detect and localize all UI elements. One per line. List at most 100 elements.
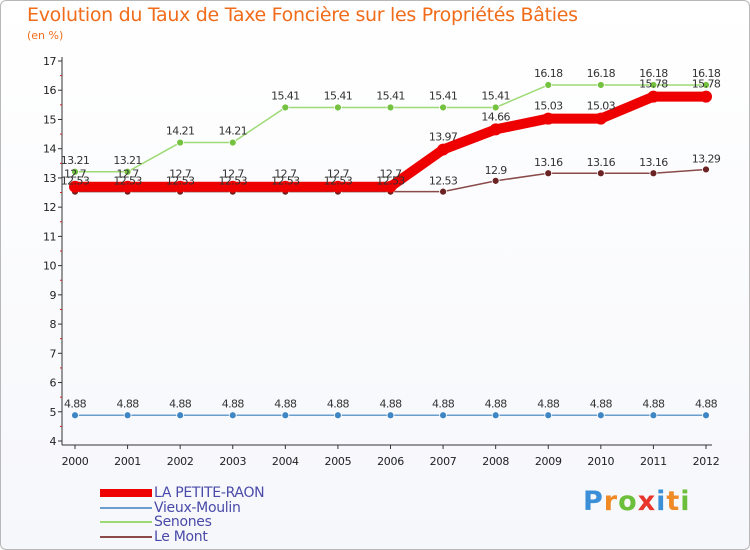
data-label-vieux-moulin: 4.88 [169,397,192,410]
series-point-le-mont [649,169,658,178]
logo-letter: o [618,486,638,517]
x-tick-label: 2007 [430,455,457,468]
series-point-la-petite-raon [489,123,502,136]
data-label-senones: 13.21 [113,154,142,167]
y-tick-label: 8 [50,318,57,331]
series-point-senones [281,103,290,112]
data-label-le-mont: 13.29 [692,152,721,165]
data-label-vieux-moulin: 4.88 [485,397,508,410]
data-label-le-mont: 12.53 [166,175,195,188]
data-label-le-mont: 12.53 [219,175,248,188]
data-label-la-petite-raon: 14.66 [481,110,510,123]
data-label-la-petite-raon: 15.78 [639,78,668,91]
series-point-la-petite-raon [279,180,292,193]
series-point-vieux-moulin [544,411,553,420]
x-tick-label: 2012 [693,455,720,468]
data-label-senones: 15.41 [481,89,510,102]
data-label-senones: 14.21 [219,125,248,138]
data-label-vieux-moulin: 4.88 [432,397,455,410]
legend-swatch [100,489,152,497]
series-point-senones [439,103,447,112]
series-point-senones [334,103,342,112]
series-point-vieux-moulin [176,411,185,420]
series-point-senones [71,167,79,176]
series-point-vieux-moulin [649,411,658,420]
series-point-senones [649,81,658,89]
data-label-senones: 13.21 [61,154,90,167]
series-point-senones [544,81,553,89]
x-tick-label: 2001 [114,455,141,468]
series-point-le-mont [544,169,553,178]
proxiti-logo: Proxiti [583,486,691,517]
data-label-le-mont: 12.53 [113,175,142,188]
series-point-le-mont [596,169,605,178]
series-point-le-mont [439,187,447,196]
legend-label: Senones [154,514,212,530]
series-point-la-petite-raon [700,90,712,103]
x-tick-label: 2004 [272,455,299,468]
data-label-vieux-moulin: 4.88 [117,397,140,410]
series-point-la-petite-raon [121,180,134,193]
series-point-senones [228,138,237,147]
series-point-vieux-moulin [702,411,710,420]
y-tick-label: 13 [43,172,56,185]
logo-letter: P [583,486,604,517]
data-label-le-mont: 13.16 [639,156,668,169]
series-point-la-petite-raon [69,180,81,193]
legend-swatch [100,506,152,509]
x-tick-label: 2000 [62,455,89,468]
y-tick-label: 17 [43,55,56,68]
series-point-senones [596,81,605,89]
data-label-senones: 15.41 [429,89,458,102]
series-point-la-petite-raon [331,180,344,193]
data-label-la-petite-raon: 12.7 [274,168,297,181]
x-tick-label: 2003 [219,455,246,468]
y-tick-label: 6 [50,377,57,390]
logo-letter: i [680,486,691,517]
series-point-la-petite-raon [384,180,397,193]
data-label-le-mont: 12.53 [271,175,300,188]
data-label-vieux-moulin: 4.88 [222,397,245,410]
chart-legend: LA PETITE-RAON Vieux-Moulin Senones Le Mont [100,485,300,545]
series-point-vieux-moulin [334,411,342,420]
series-point-vieux-moulin [386,411,395,420]
data-label-le-mont: 12.53 [61,175,90,188]
data-label-la-petite-raon: 13.97 [429,131,458,144]
legend-swatch [100,535,152,538]
legend-label: LA PETITE-RAON [154,485,265,501]
y-tick-label: 16 [43,84,56,97]
x-tick-label: 2011 [640,455,667,468]
series-point-senones [123,167,132,176]
series-point-le-mont [702,165,710,174]
data-label-senones: 16.18 [587,67,616,80]
data-label-vieux-moulin: 4.88 [695,397,718,410]
series-point-senones [702,81,710,89]
data-label-la-petite-raon: 12.7 [169,168,192,181]
data-label-la-petite-raon: 12.7 [222,168,245,181]
data-label-vieux-moulin: 4.88 [274,397,297,410]
data-label-senones: 14.21 [166,125,195,138]
data-label-vieux-moulin: 4.88 [590,397,613,410]
chart-title: Evolution du Taux de Taxe Foncière sur l… [27,4,578,26]
series-point-vieux-moulin [123,411,132,420]
y-tick-label: 9 [50,289,57,302]
data-label-senones: 15.41 [271,89,300,102]
series-point-vieux-moulin [596,411,605,420]
series-point-vieux-moulin [71,411,79,420]
data-label-la-petite-raon: 12.7 [64,168,87,181]
data-label-vieux-moulin: 4.88 [642,397,665,410]
data-label-vieux-moulin: 4.88 [327,397,350,410]
series-point-la-petite-raon [174,180,187,193]
data-label-le-mont: 12.53 [376,175,405,188]
data-label-senones: 16.18 [692,67,721,80]
x-tick-label: 2006 [377,455,404,468]
y-tick-label: 4 [50,435,57,448]
series-point-la-petite-raon [437,143,450,156]
data-label-la-petite-raon: 12.7 [379,168,402,181]
y-tick-label: 14 [43,143,56,156]
series-point-la-petite-raon [594,112,607,125]
data-label-la-petite-raon: 15.03 [534,100,563,113]
data-label-senones: 15.41 [376,89,405,102]
